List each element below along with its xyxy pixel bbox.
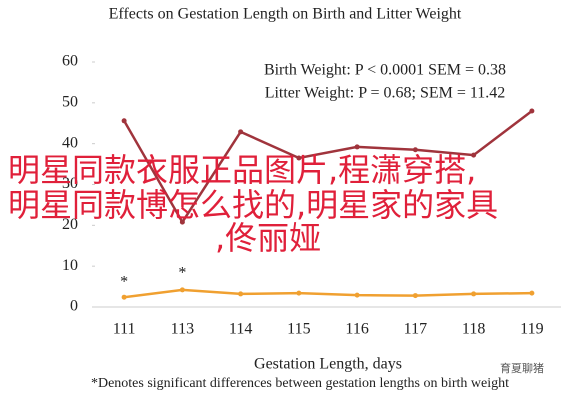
y-tick-label: 30	[62, 175, 78, 192]
watermark: 育夏聊猪	[500, 361, 544, 375]
y-tick-label: 50	[62, 94, 78, 111]
data-point	[121, 118, 127, 124]
data-point	[179, 287, 185, 293]
data-point	[471, 291, 477, 297]
data-point	[412, 147, 418, 153]
overlay-text: ,佟丽娅	[215, 219, 321, 257]
data-point	[238, 291, 244, 297]
y-tick-label: 20	[62, 216, 78, 233]
stats-text: Birth Weight: P < 0.0001 SEM = 0.38	[264, 62, 506, 79]
x-tick-label: 114	[229, 321, 252, 338]
x-tick-label: 116	[345, 321, 368, 338]
data-point	[179, 219, 185, 225]
x-tick-label: 118	[462, 321, 485, 338]
x-tick-label: 113	[171, 321, 194, 338]
x-tick-label: 115	[287, 321, 310, 338]
annotation: *	[178, 265, 186, 282]
footnote: *Denotes significant differences between…	[91, 376, 509, 391]
data-line	[123, 288, 532, 299]
y-tick-label: 10	[62, 257, 78, 274]
y-tick-label: 60	[62, 53, 78, 70]
data-point	[354, 144, 360, 150]
data-point	[529, 290, 535, 296]
data-point	[471, 152, 477, 158]
data-point	[238, 129, 244, 135]
y-tick-label: 40	[62, 134, 78, 151]
data-point	[121, 294, 127, 300]
overlay-text: 明星同款博怎么找的,明星家的家具	[8, 186, 498, 224]
data-point	[296, 290, 302, 296]
x-tick-label: 117	[404, 321, 427, 338]
stats-text: Litter Weight: P = 0.68; SEM = 11.42	[265, 85, 506, 102]
x-axis-label: Gestation Length, days	[254, 356, 402, 373]
y-tick-label: 0	[70, 298, 78, 315]
data-point	[354, 292, 360, 298]
x-tick-label: 111	[113, 321, 136, 338]
x-tick-label: 119	[520, 321, 543, 338]
chart-title: Effects on Gestation Length on Birth and…	[109, 6, 462, 23]
data-point	[296, 155, 302, 161]
annotation: *	[120, 274, 128, 291]
overlay-text: 明星同款衣服正品图片,程潇穿搭,	[8, 151, 476, 189]
data-point	[412, 293, 418, 299]
data-line	[123, 110, 533, 225]
data-point	[529, 108, 535, 114]
